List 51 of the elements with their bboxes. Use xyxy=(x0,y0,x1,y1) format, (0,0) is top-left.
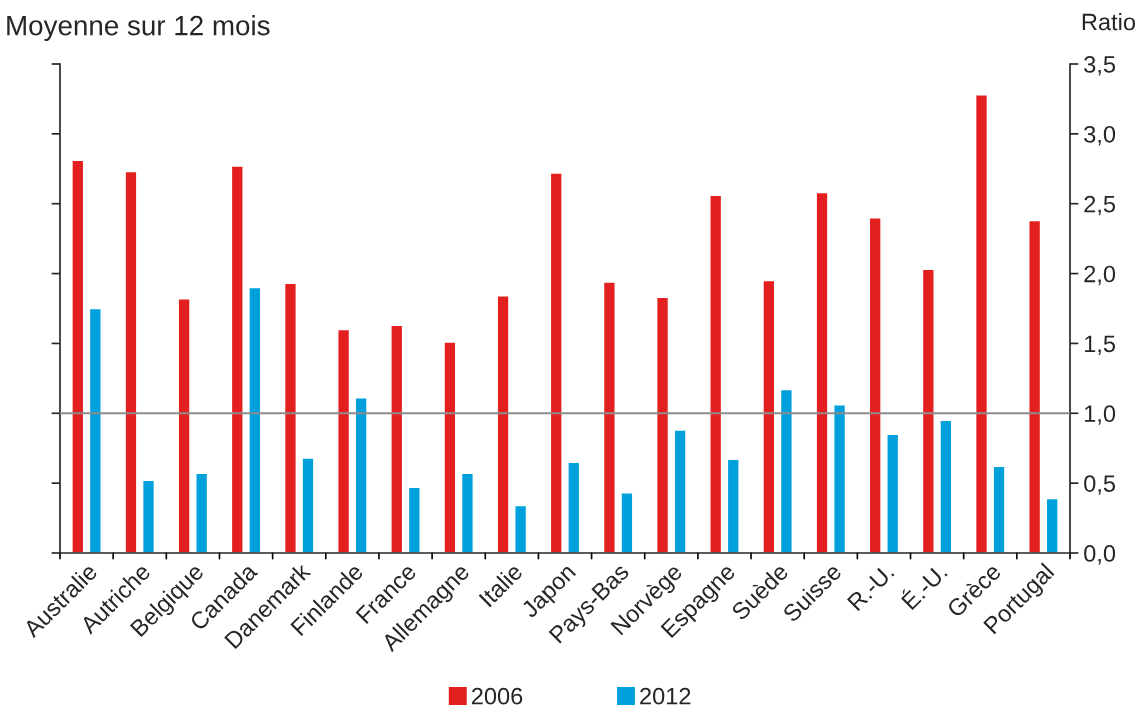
bar xyxy=(886,433,900,553)
y-tick-label: 3,5 xyxy=(1084,56,1116,76)
bar xyxy=(567,461,581,553)
bar xyxy=(602,281,616,553)
y-tick-label: 0,5 xyxy=(1084,475,1116,495)
bar xyxy=(407,486,421,553)
bar xyxy=(177,298,191,553)
bar xyxy=(141,479,156,553)
bar xyxy=(762,279,776,553)
bar xyxy=(88,307,102,553)
bar xyxy=(656,296,670,553)
bar xyxy=(992,465,1006,553)
bar xyxy=(673,429,687,553)
x-tick-label: Italie xyxy=(478,562,524,608)
legend-label: 2006 xyxy=(471,687,523,705)
bar xyxy=(815,191,829,553)
bar xyxy=(868,216,882,553)
bar xyxy=(124,170,138,553)
bar xyxy=(1028,219,1042,553)
bar xyxy=(195,472,209,553)
y-tick-label: 0,0 xyxy=(1084,545,1116,565)
bar xyxy=(354,397,368,553)
bar xyxy=(620,492,634,553)
bar xyxy=(230,165,244,553)
bar xyxy=(337,328,351,553)
bar xyxy=(549,172,563,553)
bar xyxy=(496,295,510,553)
y-tick-label: 2,0 xyxy=(1084,265,1116,286)
bar xyxy=(833,404,847,553)
bar xyxy=(709,194,723,553)
y-tick-label: 3,0 xyxy=(1084,125,1116,146)
bar xyxy=(301,457,315,553)
y-tick-label: 2,5 xyxy=(1084,195,1116,216)
bar xyxy=(726,458,740,553)
y-tick-label: 1,5 xyxy=(1084,335,1116,356)
y-tick-label: 1,0 xyxy=(1084,405,1116,425)
y-axis-title: Ratio xyxy=(1082,13,1136,31)
bar xyxy=(514,504,528,553)
bar xyxy=(248,286,262,553)
bar xyxy=(779,388,793,553)
bar xyxy=(460,472,474,553)
bar xyxy=(71,159,85,553)
legend-label: 2012 xyxy=(640,687,691,705)
bar xyxy=(283,282,297,553)
bar xyxy=(974,94,989,553)
chart-title: Moyenne sur 12 mois xyxy=(7,15,270,41)
bar xyxy=(443,341,457,553)
bar xyxy=(939,419,953,553)
bar xyxy=(1045,497,1059,553)
bar xyxy=(921,268,935,553)
bar xyxy=(390,324,404,553)
